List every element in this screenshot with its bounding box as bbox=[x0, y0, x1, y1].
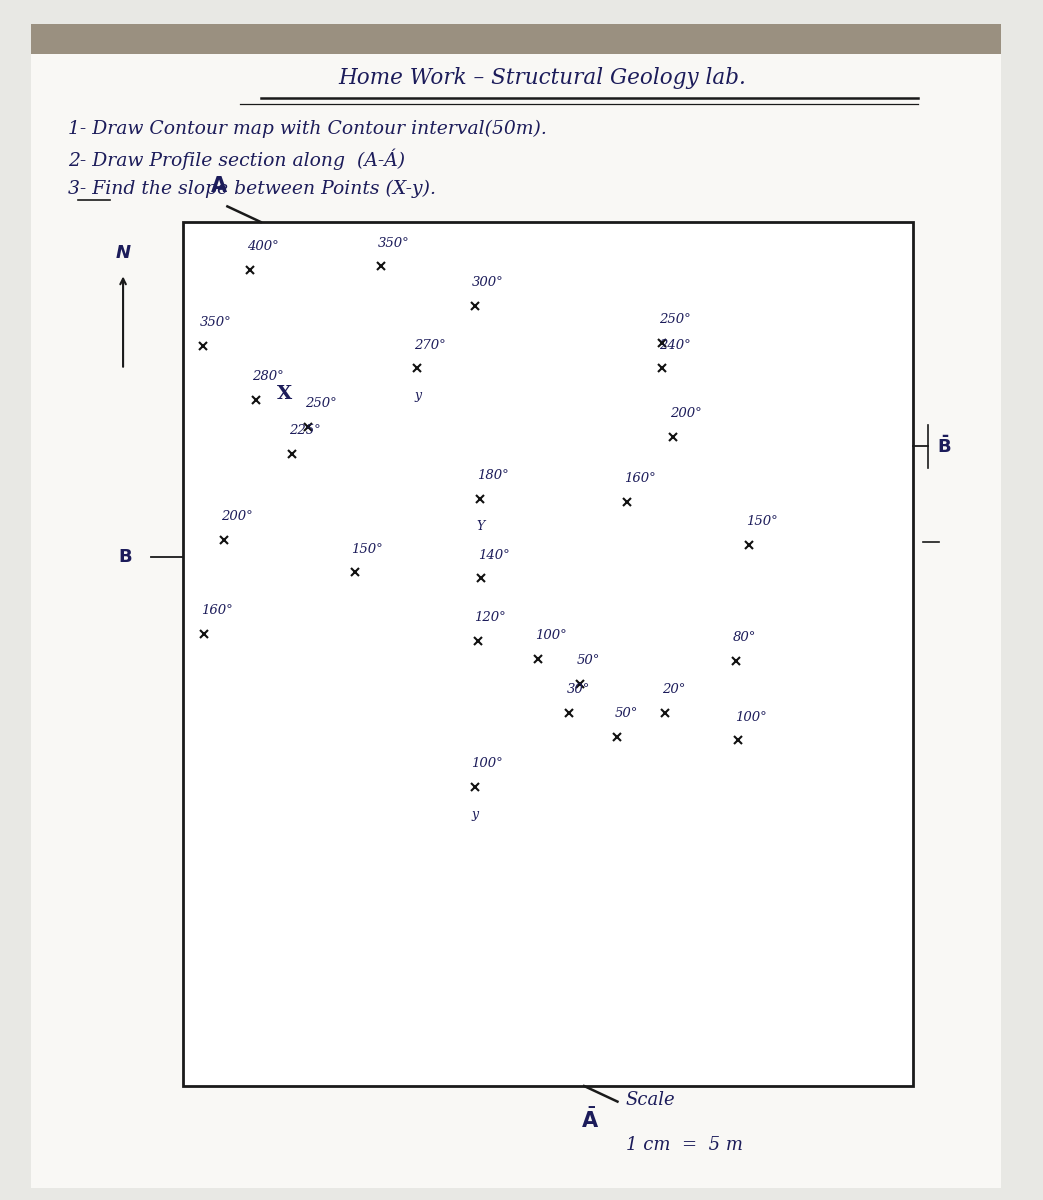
Text: Home Work – Structural Geology lab.: Home Work – Structural Geology lab. bbox=[338, 67, 747, 89]
Text: 350°: 350° bbox=[378, 236, 409, 250]
Text: 160°: 160° bbox=[201, 604, 233, 617]
Text: 350°: 350° bbox=[200, 316, 232, 329]
Text: 150°: 150° bbox=[746, 515, 777, 528]
Text: 200°: 200° bbox=[221, 510, 252, 523]
Text: 280°: 280° bbox=[252, 370, 284, 383]
Text: 150°: 150° bbox=[351, 542, 383, 556]
Text: A: A bbox=[211, 175, 227, 196]
Text: 50°: 50° bbox=[614, 707, 637, 720]
Text: 180°: 180° bbox=[477, 469, 508, 482]
Text: y: y bbox=[471, 808, 479, 821]
Text: y: y bbox=[414, 389, 421, 402]
Text: 400°: 400° bbox=[247, 240, 278, 253]
FancyBboxPatch shape bbox=[31, 24, 1001, 1188]
Text: 100°: 100° bbox=[735, 710, 767, 724]
Text: 160°: 160° bbox=[624, 472, 655, 485]
Text: Scale: Scale bbox=[626, 1091, 676, 1109]
Text: 2- Draw Profile section along  (A-Á): 2- Draw Profile section along (A-Á) bbox=[68, 149, 405, 170]
Text: 225°: 225° bbox=[289, 424, 320, 437]
Text: 100°: 100° bbox=[471, 757, 503, 770]
Text: 250°: 250° bbox=[305, 397, 336, 410]
FancyBboxPatch shape bbox=[183, 222, 913, 1086]
Text: $\mathregular{\bar{A}}$: $\mathregular{\bar{A}}$ bbox=[581, 1108, 600, 1132]
Text: 270°: 270° bbox=[414, 338, 445, 352]
Text: 250°: 250° bbox=[659, 313, 690, 326]
Text: 1- Draw Contour map with Contour interval(50m).: 1- Draw Contour map with Contour interva… bbox=[68, 119, 547, 138]
Text: 30°: 30° bbox=[566, 683, 589, 696]
Text: 300°: 300° bbox=[471, 276, 503, 289]
Text: 100°: 100° bbox=[535, 629, 566, 642]
Text: 1 cm  =  5 m: 1 cm = 5 m bbox=[626, 1136, 743, 1154]
Text: 20°: 20° bbox=[662, 683, 685, 696]
Text: 50°: 50° bbox=[577, 654, 600, 667]
Text: 120°: 120° bbox=[475, 611, 506, 624]
Text: $\mathregular{\bar{B}}$: $\mathregular{\bar{B}}$ bbox=[937, 436, 951, 457]
Text: 3- Find the slope between Points (X-y).: 3- Find the slope between Points (X-y). bbox=[68, 179, 436, 198]
Text: 80°: 80° bbox=[733, 631, 756, 644]
Text: X: X bbox=[276, 384, 292, 402]
Text: 200°: 200° bbox=[670, 407, 701, 420]
Text: 140°: 140° bbox=[478, 548, 509, 562]
Text: 240°: 240° bbox=[659, 338, 690, 352]
Text: Y: Y bbox=[477, 520, 485, 533]
Text: N: N bbox=[116, 244, 130, 262]
FancyBboxPatch shape bbox=[31, 24, 1001, 54]
Text: B: B bbox=[118, 547, 132, 565]
